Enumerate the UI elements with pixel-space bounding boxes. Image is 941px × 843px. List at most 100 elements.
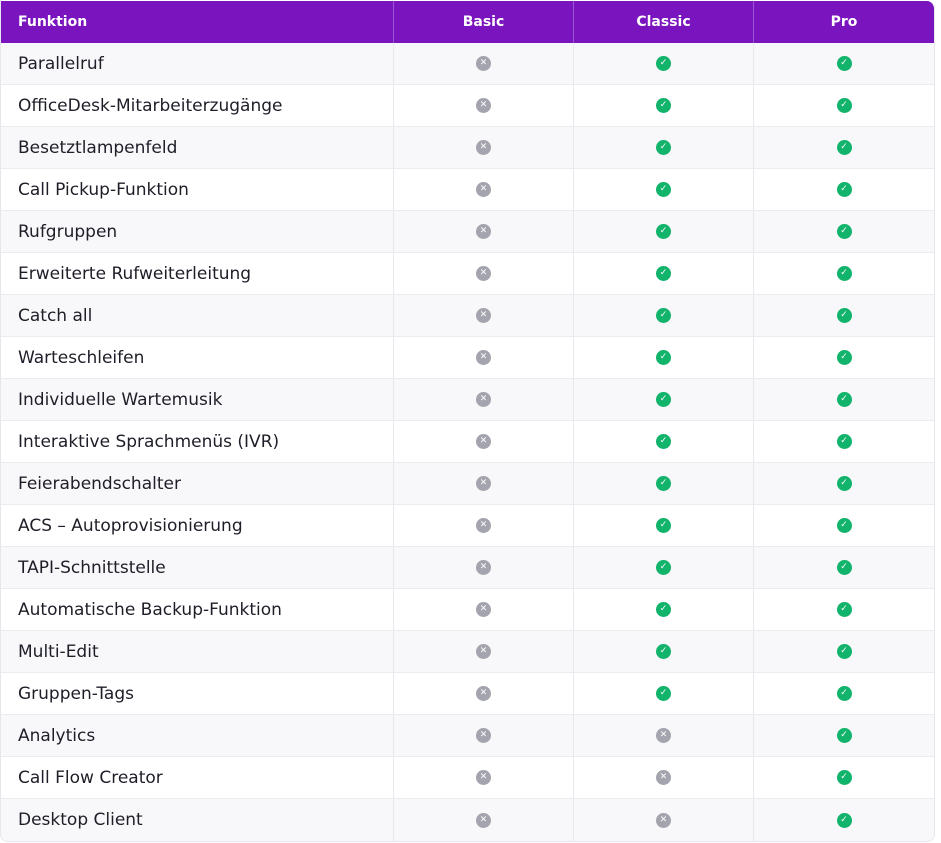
- cross-icon: ✕: [476, 182, 491, 197]
- table-row: Gruppen-Tags ✕ ✓ ✓: [1, 673, 934, 715]
- cell-basic: ✕: [393, 505, 573, 546]
- cell-basic: ✕: [393, 589, 573, 630]
- cell-basic: ✕: [393, 295, 573, 336]
- table-row: Call Pickup-Funktion ✕ ✓ ✓: [1, 169, 934, 211]
- check-icon: ✓: [656, 476, 671, 491]
- cell-pro: ✓: [753, 127, 934, 168]
- cross-icon: ✕: [656, 728, 671, 743]
- check-icon: ✓: [656, 560, 671, 575]
- cell-classic: ✕: [573, 757, 753, 798]
- cell-pro: ✓: [753, 463, 934, 504]
- header-basic: Basic: [393, 1, 573, 43]
- cell-pro: ✓: [753, 631, 934, 672]
- cell-pro: ✓: [753, 85, 934, 126]
- check-icon: ✓: [836, 266, 852, 281]
- table-body: Parallelruf ✕ ✓ ✓ OfficeDesk-Mitarbeiterzugä…: [1, 43, 934, 841]
- table-row: OfficeDesk-Mitarbeiterzugänge ✕ ✓ ✓: [1, 85, 934, 127]
- cell-basic: ✕: [393, 337, 573, 378]
- check-icon: ✓: [656, 602, 671, 617]
- cell-basic: ✕: [393, 547, 573, 588]
- table-row: ACS – Autoprovisionierung ✕ ✓ ✓: [1, 505, 934, 547]
- cell-basic: ✕: [393, 799, 573, 841]
- cell-pro: ✓: [753, 337, 934, 378]
- table-row: Parallelruf ✕ ✓ ✓: [1, 43, 934, 85]
- table-row: Feierabendschalter ✕ ✓ ✓: [1, 463, 934, 505]
- cell-classic: ✓: [573, 589, 753, 630]
- check-icon: ✓: [836, 392, 852, 407]
- cell-classic: ✓: [573, 631, 753, 672]
- cell-pro: ✓: [753, 211, 934, 252]
- cell-classic: ✓: [573, 337, 753, 378]
- cross-icon: ✕: [476, 224, 491, 239]
- feature-name: Multi-Edit: [18, 641, 99, 662]
- table-row: TAPI-Schnittstelle ✕ ✓ ✓: [1, 547, 934, 589]
- check-icon: ✓: [656, 392, 671, 407]
- table-row: Individuelle Wartemusik ✕ ✓ ✓: [1, 379, 934, 421]
- feature-name: Rufgruppen: [18, 221, 118, 242]
- cross-icon: ✕: [476, 266, 491, 281]
- check-icon: ✓: [836, 560, 852, 575]
- cell-classic: ✕: [573, 715, 753, 756]
- check-icon: ✓: [656, 308, 671, 323]
- cell-pro: ✓: [753, 379, 934, 420]
- check-icon: ✓: [656, 644, 671, 659]
- check-icon: ✓: [836, 182, 852, 197]
- cross-icon: ✕: [476, 644, 491, 659]
- feature-name: OfficeDesk-Mitarbeiterzugänge: [18, 95, 283, 116]
- cell-basic: ✕: [393, 253, 573, 294]
- feature-name: Parallelruf: [18, 53, 104, 74]
- cell-pro: ✓: [753, 757, 934, 798]
- feature-name: Analytics: [18, 725, 96, 746]
- check-icon: ✓: [836, 350, 852, 365]
- check-icon: ✓: [836, 224, 852, 239]
- cross-icon: ✕: [476, 98, 491, 113]
- cross-icon: ✕: [656, 812, 671, 828]
- cell-classic: ✓: [573, 505, 753, 546]
- cell-pro: ✓: [753, 43, 934, 84]
- feature-name: Warteschleifen: [18, 347, 145, 368]
- cell-basic: ✕: [393, 169, 573, 210]
- check-icon: ✓: [656, 224, 671, 239]
- cell-basic: ✕: [393, 85, 573, 126]
- feature-name: Erweiterte Rufweiterleitung: [18, 263, 252, 284]
- cross-icon: ✕: [476, 308, 491, 323]
- check-icon: ✓: [836, 686, 852, 701]
- table-row: Catch all ✕ ✓ ✓: [1, 295, 934, 337]
- table-row: Analytics ✕ ✕ ✓: [1, 715, 934, 757]
- cell-pro: ✓: [753, 421, 934, 462]
- cell-classic: ✓: [573, 169, 753, 210]
- check-icon: ✓: [656, 350, 671, 365]
- cell-classic: ✓: [573, 127, 753, 168]
- cross-icon: ✕: [476, 140, 491, 155]
- cross-icon: ✕: [476, 56, 491, 71]
- feature-name: Call Pickup-Funktion: [18, 179, 189, 200]
- cell-basic: ✕: [393, 631, 573, 672]
- check-icon: ✓: [836, 644, 852, 659]
- check-icon: ✓: [836, 812, 852, 828]
- feature-name: Call Flow Creator: [18, 767, 163, 788]
- table-row: Interaktive Sprachmenüs (IVR) ✕ ✓ ✓: [1, 421, 934, 463]
- feature-name: Individuelle Wartemusik: [18, 389, 223, 410]
- cell-pro: ✓: [753, 169, 934, 210]
- feature-name: Automatische Backup-Funktion: [18, 599, 282, 620]
- cell-pro: ✓: [753, 253, 934, 294]
- check-icon: ✓: [656, 434, 671, 449]
- feature-name: Besetztlampenfeld: [18, 137, 178, 158]
- table-row: Call Flow Creator ✕ ✕ ✓: [1, 757, 934, 799]
- cell-basic: ✕: [393, 43, 573, 84]
- cross-icon: ✕: [476, 602, 491, 617]
- check-icon: ✓: [836, 140, 852, 155]
- cell-classic: ✓: [573, 85, 753, 126]
- table-row: Rufgruppen ✕ ✓ ✓: [1, 211, 934, 253]
- cross-icon: ✕: [656, 770, 671, 785]
- cell-classic: ✓: [573, 43, 753, 84]
- check-icon: ✓: [836, 308, 852, 323]
- cell-basic: ✕: [393, 757, 573, 798]
- cell-basic: ✕: [393, 379, 573, 420]
- check-icon: ✓: [656, 518, 671, 533]
- cell-classic: ✓: [573, 673, 753, 714]
- check-icon: ✓: [836, 434, 852, 449]
- cell-pro: ✓: [753, 295, 934, 336]
- header-pro: Pro: [753, 1, 934, 43]
